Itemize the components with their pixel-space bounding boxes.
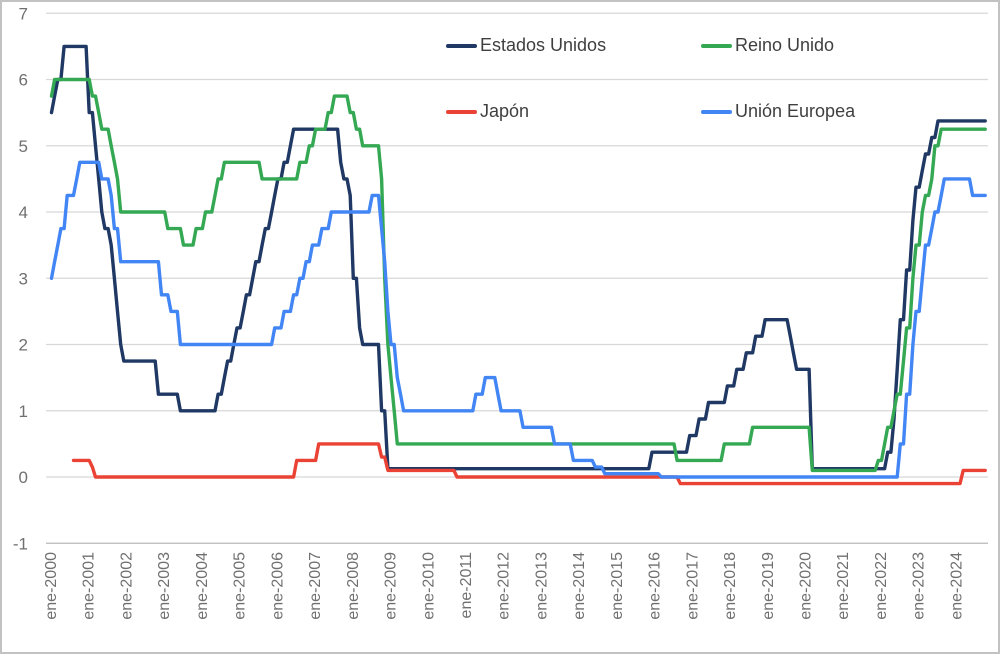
x-axis-tick-label: ene-2008 bbox=[345, 552, 362, 620]
x-axis-tick-label: ene-2019 bbox=[760, 552, 777, 620]
x-axis-tick-label: ene-2002 bbox=[119, 552, 136, 620]
y-axis-tick-label: 1 bbox=[19, 402, 28, 421]
legend-swatch-estados-unidos-icon bbox=[446, 43, 477, 48]
x-axis-tick-label: ene-2015 bbox=[609, 552, 626, 620]
x-axis-tick-label: ene-2007 bbox=[307, 552, 324, 620]
series-line-union-europea bbox=[49, 160, 987, 479]
series-line-reino-unido bbox=[49, 77, 987, 473]
x-axis-tick-label: ene-2010 bbox=[420, 552, 437, 620]
x-axis-tick-label: ene-2024 bbox=[948, 552, 965, 620]
legend-item-estados-unidos: Estados Unidos bbox=[446, 34, 701, 57]
y-axis-tick-label: 4 bbox=[19, 203, 28, 222]
legend-item-union-europea: Unión Europea bbox=[701, 100, 855, 123]
x-axis-tick-label: ene-2014 bbox=[571, 552, 588, 620]
chart-legend: Estados Unidos Reino Unido Japón Unión E… bbox=[446, 34, 855, 123]
legend-item-japon: Japón bbox=[446, 100, 701, 123]
x-axis-tick-label: ene-2017 bbox=[684, 552, 701, 620]
y-axis-tick-label: 7 bbox=[19, 4, 28, 23]
x-axis-tick-label: ene-2004 bbox=[194, 552, 211, 620]
x-axis-tick-label: ene-2009 bbox=[383, 552, 400, 620]
x-axis-tick-label: ene-2000 bbox=[43, 552, 60, 620]
x-axis-tick-label: ene-2006 bbox=[269, 552, 286, 620]
x-axis-tick-label: ene-2021 bbox=[835, 552, 852, 620]
legend-item-reino-unido: Reino Unido bbox=[701, 34, 855, 57]
legend-swatch-reino-unido-icon bbox=[701, 43, 732, 48]
legend-label-japon: Japón bbox=[480, 101, 530, 121]
legend-label-reino-unido: Reino Unido bbox=[735, 35, 835, 55]
x-axis-tick-label: ene-2011 bbox=[458, 552, 475, 619]
series-line-japon bbox=[71, 442, 987, 486]
x-axis-tick-label: ene-2020 bbox=[798, 552, 815, 620]
x-axis-tick-label: ene-2003 bbox=[156, 552, 173, 620]
x-axis-tick-label: ene-2022 bbox=[873, 552, 890, 620]
y-axis-tick-label: -1 bbox=[13, 534, 28, 553]
y-axis-tick-label: 5 bbox=[19, 137, 28, 156]
x-axis-tick-label: ene-2016 bbox=[647, 552, 664, 620]
legend-label-estados-unidos: Estados Unidos bbox=[480, 35, 607, 55]
x-axis-tick-label: ene-2012 bbox=[496, 552, 513, 620]
x-axis-tick-label: ene-2001 bbox=[81, 552, 98, 620]
y-axis-tick-label: 0 bbox=[19, 468, 28, 487]
y-axis-tick-label: 6 bbox=[19, 71, 28, 90]
y-axis-tick-label: 2 bbox=[19, 336, 28, 355]
x-axis-tick-label: ene-2023 bbox=[911, 552, 928, 620]
x-axis-tick-label: ene-2013 bbox=[533, 552, 550, 620]
x-axis-tick-label: ene-2018 bbox=[722, 552, 739, 620]
legend-label-union-europea: Unión Europea bbox=[735, 101, 856, 121]
legend-swatch-union-europea-icon bbox=[701, 109, 732, 114]
legend-swatch-japon-icon bbox=[446, 109, 477, 114]
x-axis-tick-label: ene-2005 bbox=[232, 552, 249, 620]
y-axis-tick-label: 3 bbox=[19, 269, 28, 288]
